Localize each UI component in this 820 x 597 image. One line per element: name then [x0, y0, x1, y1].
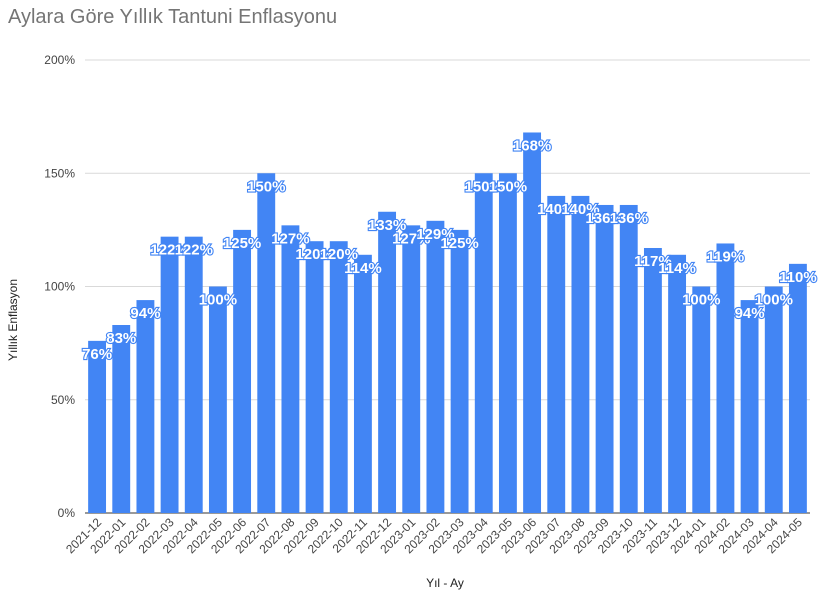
bar — [643, 247, 662, 513]
y-tick-label: 200% — [44, 53, 75, 67]
data-label: 125% — [223, 235, 261, 252]
data-label: 120% — [295, 246, 333, 263]
bar — [208, 286, 227, 513]
data-label: 94% — [130, 305, 160, 322]
data-label: 76% — [82, 346, 112, 363]
data-label: 127% — [271, 230, 309, 247]
data-label: 127% — [392, 230, 430, 247]
data-label: 94% — [735, 305, 765, 322]
bar — [136, 300, 155, 513]
data-label: 83% — [106, 330, 136, 347]
bar — [426, 220, 445, 513]
bar — [305, 241, 324, 513]
y-tick-label: 50% — [51, 393, 75, 407]
bar — [281, 225, 300, 513]
data-label: 120% — [320, 246, 358, 263]
x-axis-label: Yıl - Ay — [426, 576, 464, 590]
y-tick-label: 0% — [58, 506, 76, 520]
bar — [378, 211, 397, 513]
bar — [257, 173, 276, 513]
y-tick-label: 100% — [44, 280, 75, 294]
data-label: 136% — [610, 210, 648, 227]
bar — [233, 229, 252, 513]
data-label: 140% — [537, 201, 575, 218]
bar — [329, 241, 348, 513]
bars — [88, 132, 807, 514]
data-label: 122% — [175, 242, 213, 259]
data-label: 150% — [465, 178, 503, 195]
bar — [692, 286, 711, 513]
data-label: 140% — [561, 201, 599, 218]
gridlines — [85, 59, 810, 514]
data-label: 117% — [634, 253, 672, 270]
data-label: 150% — [489, 178, 527, 195]
bar — [619, 204, 638, 513]
chart-title: Aylara Göre Yıllık Tantuni Enflasyonu — [8, 6, 338, 28]
bar — [571, 195, 590, 513]
y-axis-label: Yıllık Enflasyon — [6, 279, 20, 361]
bar — [112, 325, 131, 513]
data-label: 129% — [416, 226, 454, 243]
bar — [498, 173, 517, 513]
bar — [595, 204, 614, 513]
data-label: 114% — [344, 260, 382, 277]
bar — [88, 340, 107, 513]
bar — [740, 300, 759, 513]
bar — [788, 263, 807, 513]
data-label: 168% — [513, 137, 551, 154]
bar — [160, 236, 179, 514]
data-label: 136% — [585, 210, 623, 227]
bar — [402, 225, 421, 513]
data-label: 114% — [658, 260, 696, 277]
bar — [764, 286, 783, 513]
data-label: 122% — [150, 242, 188, 259]
data-label: 100% — [755, 292, 793, 309]
data-label: 110% — [779, 269, 817, 286]
y-tick-label: 150% — [44, 166, 75, 180]
bar — [450, 229, 469, 513]
bar — [184, 236, 203, 514]
data-label: 133% — [368, 217, 406, 234]
bar — [474, 173, 493, 513]
bar — [523, 132, 542, 514]
data-labels: 76%83%94%122%122%100%125%150%127%120%120… — [81, 136, 818, 364]
bar — [716, 243, 735, 513]
y-axis-ticks: 0% 50% 100% 150% 200% — [44, 53, 75, 520]
data-label: 100% — [199, 292, 237, 309]
data-label: 119% — [707, 248, 745, 265]
x-axis-ticks: 2021-122022-012022-022022-032022-042022-… — [63, 515, 805, 556]
bar — [547, 195, 566, 513]
data-label: 125% — [440, 235, 478, 252]
bar — [353, 254, 372, 514]
bar — [668, 254, 687, 514]
data-label: 150% — [247, 178, 285, 195]
data-label: 100% — [682, 292, 720, 309]
